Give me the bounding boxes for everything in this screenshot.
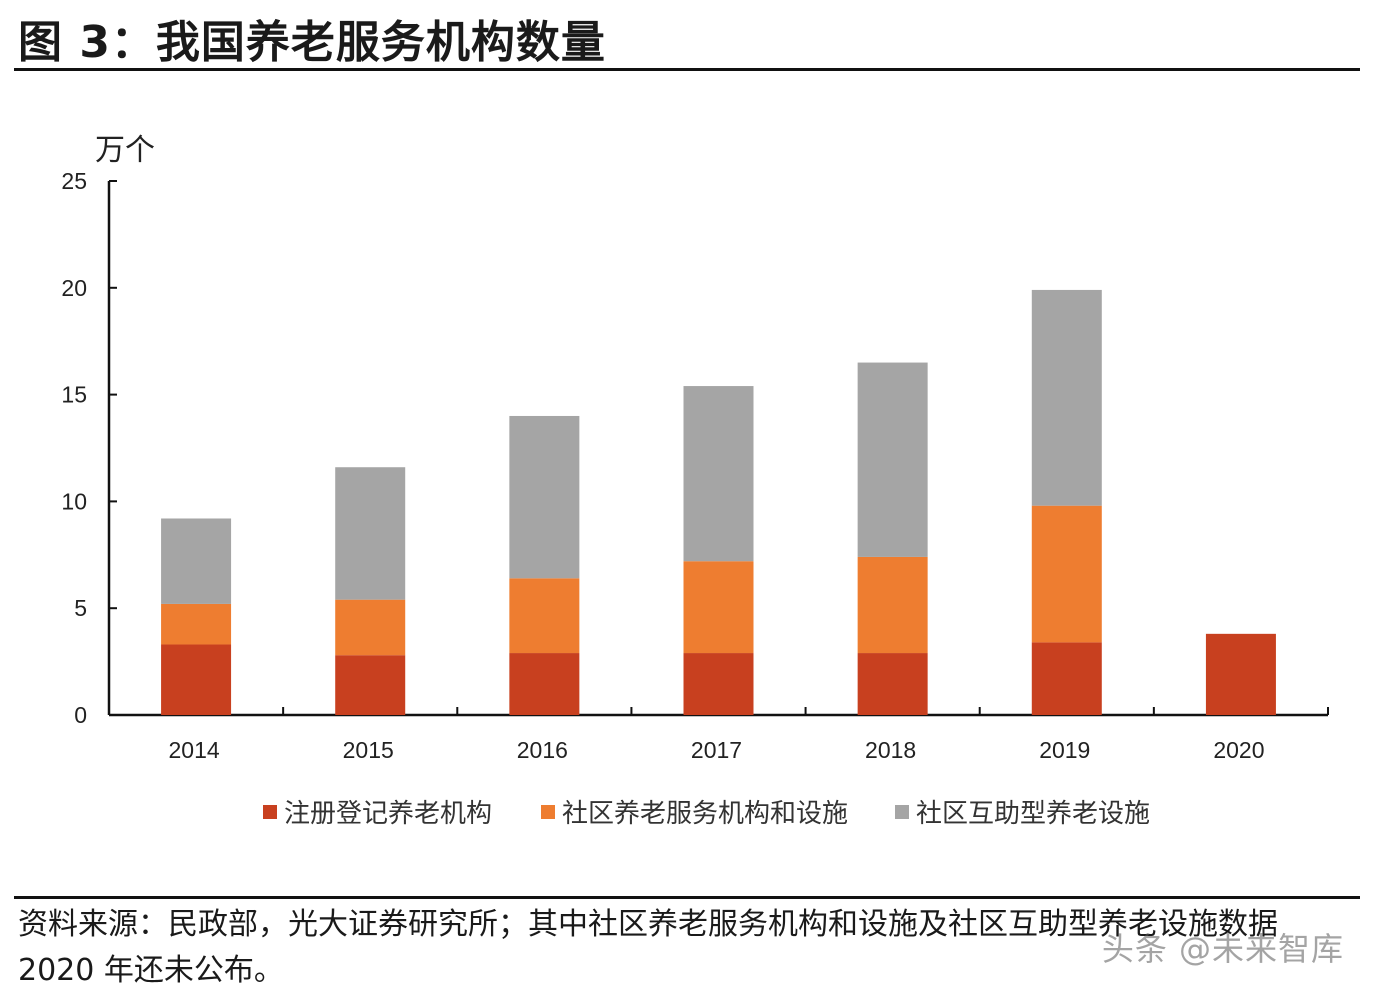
x-tick-label: 2019 [1039,737,1090,763]
legend-label-3: 社区互助型养老设施 [916,799,1150,829]
bar-2019-series-3 [1031,289,1102,506]
bar-2014-series-3 [161,518,232,604]
x-tick-label: 2017 [691,737,742,763]
bar-2017-series-1 [683,653,754,715]
y-axis-label: 万个 [95,133,155,168]
bar-2018-series-2 [857,556,928,654]
title-rule [14,68,1360,71]
legend-swatch-1 [263,805,277,819]
bar-2018-series-3 [857,362,928,557]
y-tick-label: 0 [74,702,87,728]
legend-label-1: 注册登记养老机构 [284,799,492,829]
y-tick-label: 25 [61,168,87,194]
x-tick-label: 2015 [343,737,394,763]
x-tick-label: 2016 [517,737,568,763]
bar-2019-series-1 [1031,642,1102,715]
bar-2020-series-1 [1205,633,1276,715]
x-tick-label: 2014 [168,737,219,763]
y-tick-label: 10 [61,488,87,514]
y-tick-label: 20 [61,275,87,301]
bar-2016-series-3 [509,415,580,579]
y-tick-label: 15 [61,382,87,408]
bar-2017-series-3 [683,386,754,562]
source-rule [14,896,1360,899]
source-note: 资料来源：民政部，光大证券研究所；其中社区养老服务机构和设施及社区互助型养老设施… [18,907,1278,988]
legend-swatch-2 [541,805,555,819]
bar-2015-series-2 [335,599,406,656]
y-tick-label: 5 [74,595,87,621]
legend-label-2: 社区养老服务机构和设施 [562,799,848,829]
x-tick-label: 2018 [865,737,916,763]
bar-2017-series-2 [683,561,754,654]
bar-2014-series-2 [161,603,232,645]
legend-swatch-3 [895,805,909,819]
bar-2019-series-2 [1031,505,1102,643]
bar-2018-series-1 [857,653,928,715]
bar-2016-series-1 [509,653,580,715]
bar-2015-series-1 [335,655,406,715]
bar-2016-series-2 [509,578,580,654]
bar-2015-series-3 [335,467,406,600]
x-tick-label: 2020 [1213,737,1264,763]
figure-title: 图 3：我国养老服务机构数量 [18,17,606,68]
bar-2014-series-1 [161,644,232,715]
watermark: 头条 @未来智库 [1101,930,1344,968]
stacked-bar-chart: 0 5 10 15 20 25 万个 2014 2015 2016 2017 2018 2019 2020… [61,133,1329,829]
